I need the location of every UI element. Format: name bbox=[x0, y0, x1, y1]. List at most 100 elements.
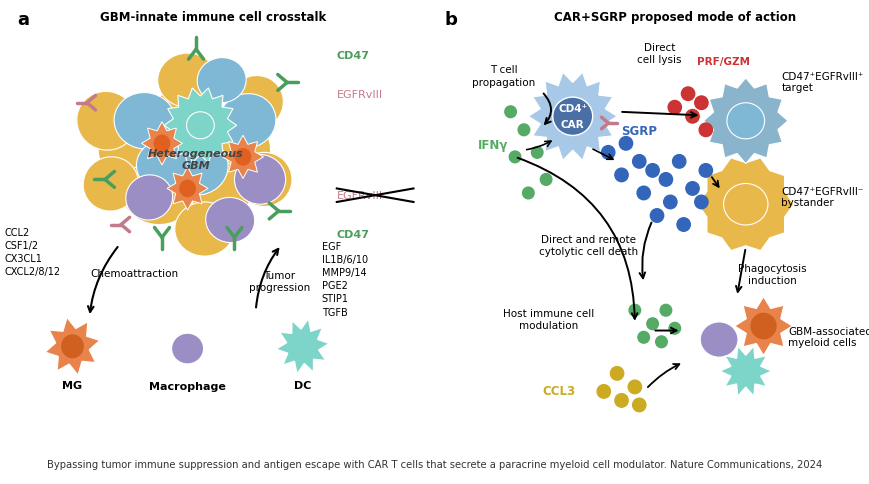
Circle shape bbox=[522, 188, 534, 199]
Circle shape bbox=[619, 137, 632, 151]
Text: Bypassing tumor immune suppression and antigen escape with CAR T cells that secr: Bypassing tumor immune suppression and a… bbox=[47, 459, 822, 469]
Circle shape bbox=[750, 314, 775, 339]
Polygon shape bbox=[276, 319, 328, 374]
Text: b: b bbox=[443, 11, 456, 29]
Circle shape bbox=[699, 124, 712, 137]
Text: Host immune cell
modulation: Host immune cell modulation bbox=[502, 308, 594, 331]
Ellipse shape bbox=[723, 184, 767, 226]
Ellipse shape bbox=[122, 162, 194, 225]
Polygon shape bbox=[164, 89, 236, 163]
Circle shape bbox=[62, 335, 83, 358]
Text: Direct and remote
cytolytic cell death: Direct and remote cytolytic cell death bbox=[538, 234, 637, 257]
Ellipse shape bbox=[175, 162, 251, 225]
Circle shape bbox=[180, 181, 195, 197]
Circle shape bbox=[660, 305, 671, 317]
Circle shape bbox=[659, 173, 672, 187]
Circle shape bbox=[637, 332, 649, 344]
Ellipse shape bbox=[136, 142, 188, 191]
Ellipse shape bbox=[126, 176, 172, 221]
Text: CD47: CD47 bbox=[336, 51, 369, 61]
Polygon shape bbox=[703, 79, 787, 164]
Circle shape bbox=[636, 187, 650, 200]
Circle shape bbox=[646, 318, 658, 330]
Polygon shape bbox=[733, 297, 792, 356]
Text: GBM-innate immune cell crosstalk: GBM-innate immune cell crosstalk bbox=[100, 11, 326, 24]
Circle shape bbox=[668, 323, 680, 334]
Circle shape bbox=[632, 155, 645, 169]
Text: CD47⁺EGFRvIII⁻: CD47⁺EGFRvIII⁻ bbox=[780, 186, 863, 197]
Circle shape bbox=[508, 151, 521, 164]
Ellipse shape bbox=[114, 93, 176, 150]
Circle shape bbox=[518, 125, 529, 136]
Ellipse shape bbox=[143, 90, 223, 162]
Circle shape bbox=[663, 196, 676, 209]
Ellipse shape bbox=[700, 322, 737, 357]
Ellipse shape bbox=[198, 115, 270, 182]
Polygon shape bbox=[142, 122, 182, 166]
Circle shape bbox=[655, 336, 667, 348]
Circle shape bbox=[699, 164, 712, 178]
Ellipse shape bbox=[205, 198, 255, 243]
Ellipse shape bbox=[175, 202, 235, 257]
Text: Phagocytosis
induction: Phagocytosis induction bbox=[737, 263, 806, 286]
Text: CAR+SGRP proposed mode of action: CAR+SGRP proposed mode of action bbox=[553, 11, 795, 24]
Circle shape bbox=[610, 367, 623, 380]
Text: CD4⁺: CD4⁺ bbox=[558, 104, 587, 114]
Text: SGRP: SGRP bbox=[620, 125, 656, 138]
Ellipse shape bbox=[726, 104, 764, 139]
Ellipse shape bbox=[157, 54, 217, 108]
Circle shape bbox=[676, 218, 689, 232]
Text: target: target bbox=[780, 83, 813, 93]
Text: CCL3: CCL3 bbox=[542, 384, 575, 397]
Ellipse shape bbox=[98, 115, 166, 182]
Text: Heterogeneous
GBM: Heterogeneous GBM bbox=[148, 149, 243, 171]
Ellipse shape bbox=[83, 157, 138, 212]
Circle shape bbox=[628, 305, 640, 317]
Text: EGFRvIII: EGFRvIII bbox=[336, 90, 382, 100]
Text: a: a bbox=[17, 11, 29, 29]
Text: GBM-associated: GBM-associated bbox=[787, 326, 869, 336]
Circle shape bbox=[154, 136, 169, 152]
Polygon shape bbox=[720, 347, 771, 396]
Text: PRF/GZM: PRF/GZM bbox=[696, 57, 749, 67]
Text: myeloid cells: myeloid cells bbox=[787, 337, 855, 347]
Ellipse shape bbox=[197, 59, 246, 104]
Text: CD47: CD47 bbox=[336, 229, 369, 239]
Circle shape bbox=[614, 394, 627, 408]
Text: CCL2
CSF1/2
CX3CL1
CXCL2/8/12: CCL2 CSF1/2 CX3CL1 CXCL2/8/12 bbox=[4, 227, 60, 277]
Circle shape bbox=[632, 398, 645, 412]
Ellipse shape bbox=[552, 98, 592, 136]
Text: CAR: CAR bbox=[561, 120, 584, 130]
Polygon shape bbox=[167, 167, 208, 211]
Polygon shape bbox=[45, 318, 100, 375]
Ellipse shape bbox=[164, 137, 228, 196]
Circle shape bbox=[645, 164, 659, 178]
Text: Chemoattraction: Chemoattraction bbox=[90, 268, 178, 278]
Ellipse shape bbox=[76, 92, 136, 151]
Ellipse shape bbox=[228, 76, 283, 131]
Circle shape bbox=[672, 155, 685, 169]
Ellipse shape bbox=[218, 94, 275, 149]
Circle shape bbox=[627, 380, 640, 394]
Ellipse shape bbox=[234, 155, 285, 205]
Text: bystander: bystander bbox=[780, 197, 833, 208]
Circle shape bbox=[650, 209, 663, 223]
Circle shape bbox=[685, 182, 699, 196]
Ellipse shape bbox=[183, 110, 217, 142]
Circle shape bbox=[667, 101, 680, 115]
Ellipse shape bbox=[294, 338, 311, 355]
Circle shape bbox=[694, 97, 707, 110]
Polygon shape bbox=[527, 73, 616, 161]
Circle shape bbox=[540, 174, 551, 186]
Text: EGFRvIII: EGFRvIII bbox=[336, 191, 382, 201]
Circle shape bbox=[685, 110, 699, 124]
Ellipse shape bbox=[171, 333, 203, 364]
Ellipse shape bbox=[737, 363, 753, 379]
Circle shape bbox=[504, 106, 516, 119]
Circle shape bbox=[235, 150, 250, 166]
Polygon shape bbox=[222, 136, 263, 179]
Text: EGF
IL1B/6/10
MMP9/14
PGE2
STIP1
TGFB: EGF IL1B/6/10 MMP9/14 PGE2 STIP1 TGFB bbox=[322, 241, 368, 317]
Polygon shape bbox=[697, 159, 793, 251]
Circle shape bbox=[680, 88, 694, 101]
Text: DC: DC bbox=[294, 380, 311, 390]
